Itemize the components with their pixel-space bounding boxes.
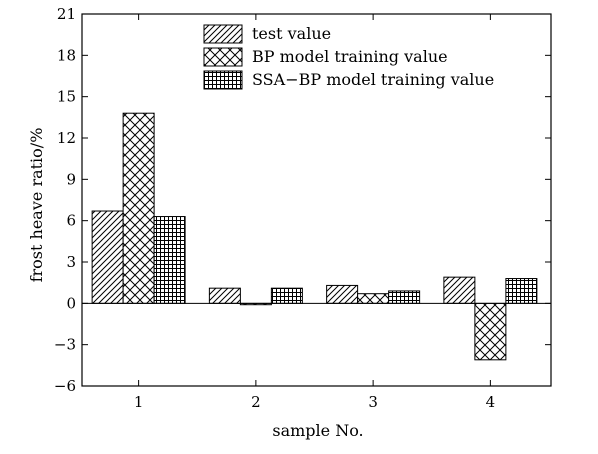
x-tick-label: 4 bbox=[486, 393, 496, 411]
bar-series-1-sample-1 bbox=[91, 210, 124, 304]
plot-area-frame bbox=[81, 13, 552, 387]
y-tick-label: 21 bbox=[57, 5, 76, 23]
bar-series-3-sample-4 bbox=[505, 278, 538, 304]
x-tick-label: 1 bbox=[134, 393, 144, 411]
y-tick-label: 18 bbox=[57, 46, 76, 64]
bar-series-3-sample-2 bbox=[270, 287, 303, 304]
legend-swatch bbox=[203, 24, 243, 44]
x-tick-label: 3 bbox=[368, 393, 378, 411]
y-tick-label: −6 bbox=[54, 377, 76, 395]
x-tick-label: 2 bbox=[251, 393, 261, 411]
x-axis-ticks: 1 2 3 4 bbox=[134, 14, 495, 411]
bar-series-2-sample-1 bbox=[122, 112, 155, 304]
legend-label: BP model training value bbox=[252, 47, 448, 66]
y-tick-label: 6 bbox=[66, 212, 76, 230]
legend-label: SSA−BP model training value bbox=[252, 70, 494, 89]
x-axis-title: sample No. bbox=[272, 421, 363, 440]
y-axis-title: frost heave ratio/% bbox=[27, 128, 46, 283]
bar-series-1-sample-3 bbox=[326, 284, 359, 304]
legend-swatch bbox=[203, 70, 243, 90]
legend: test value BP model training value SSA−BP … bbox=[203, 24, 494, 90]
y-tick-label: −3 bbox=[54, 336, 76, 354]
bar-series-1-sample-4 bbox=[443, 276, 476, 304]
bar-series-2-sample-4 bbox=[474, 302, 507, 361]
y-axis-ticks: −6 −3 0 3 6 9 12 15 18 21 bbox=[54, 5, 551, 395]
bar-series-3-sample-1 bbox=[153, 216, 186, 304]
y-tick-label: 12 bbox=[57, 129, 76, 147]
y-tick-label: 0 bbox=[66, 294, 76, 312]
bar-series-3-sample-3 bbox=[388, 290, 421, 304]
bar-series-1-sample-2 bbox=[208, 287, 241, 304]
bars bbox=[91, 112, 538, 361]
y-tick-label: 3 bbox=[66, 253, 76, 271]
bar-series-2-sample-3 bbox=[357, 293, 390, 304]
legend-swatch bbox=[203, 47, 243, 67]
y-tick-label: 9 bbox=[66, 170, 76, 188]
legend-label: test value bbox=[252, 24, 331, 43]
y-tick-label: 15 bbox=[57, 88, 76, 106]
